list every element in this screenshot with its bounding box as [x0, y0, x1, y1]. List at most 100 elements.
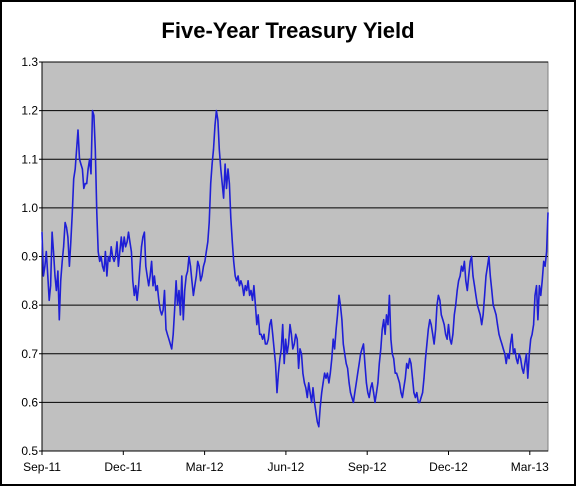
data-point: [187, 270, 189, 272]
data-point: [455, 304, 457, 306]
data-point: [210, 183, 212, 185]
data-point: [458, 280, 460, 282]
data-point: [515, 358, 517, 360]
data-point: [485, 275, 487, 277]
data-point: [295, 333, 297, 335]
data-point: [106, 275, 108, 277]
data-point: [50, 285, 52, 287]
data-point: [231, 241, 233, 243]
data-point: [126, 241, 128, 243]
data-point: [432, 333, 434, 335]
data-point: [158, 299, 160, 301]
data-point: [377, 382, 379, 384]
data-point: [119, 251, 121, 253]
data-point: [472, 275, 474, 277]
data-point: [521, 367, 523, 369]
data-point: [302, 372, 304, 374]
data-point: [217, 119, 219, 121]
data-point: [306, 396, 308, 399]
data-point: [243, 294, 245, 296]
data-point: [411, 377, 414, 379]
data-point: [129, 241, 131, 243]
data-point: [73, 178, 75, 180]
data-point: [446, 338, 448, 340]
data-point: [282, 324, 284, 326]
data-point: [90, 173, 92, 175]
data-point: [393, 358, 395, 360]
data-point: [463, 260, 465, 262]
data-point: [52, 251, 55, 253]
data-point: [324, 372, 326, 374]
data-point: [385, 314, 388, 316]
data-point: [277, 372, 279, 374]
data-point: [104, 251, 106, 253]
data-point: [492, 304, 494, 306]
data-point: [378, 362, 380, 365]
data-point: [55, 289, 58, 292]
data-point: [191, 280, 193, 282]
data-point: [361, 348, 363, 350]
data-point: [413, 392, 415, 394]
data-point: [110, 246, 112, 248]
data-point: [543, 260, 545, 262]
data-point: [534, 294, 536, 296]
data-point: [368, 396, 370, 399]
data-point: [318, 426, 320, 428]
data-point: [214, 124, 216, 126]
data-point: [78, 158, 81, 160]
data-point: [215, 110, 217, 112]
data-point: [250, 289, 252, 292]
data-point: [272, 333, 274, 335]
data-point: [225, 187, 228, 189]
data-point: [249, 294, 251, 296]
data-point: [260, 333, 262, 335]
data-point: [345, 362, 347, 365]
data-point: [319, 406, 321, 408]
data-point: [254, 304, 256, 306]
data-point: [234, 275, 236, 277]
data-point: [406, 362, 408, 365]
data-point: [339, 304, 341, 306]
data-point: [156, 285, 158, 287]
data-point: [375, 392, 378, 394]
data-point: [452, 333, 454, 335]
data-point: [358, 362, 360, 365]
data-point: [414, 396, 416, 399]
x-tick-label: Mar-13: [511, 460, 549, 474]
data-point: [259, 333, 261, 335]
data-point: [344, 353, 346, 355]
data-point: [355, 382, 357, 384]
data-point: [244, 285, 246, 287]
data-point: [181, 275, 183, 277]
y-tick-label: 0.9: [21, 250, 38, 264]
data-point: [246, 289, 248, 292]
data-point: [520, 358, 522, 360]
data-point: [478, 309, 480, 311]
data-point: [514, 348, 516, 350]
data-point: [364, 362, 366, 365]
data-point: [166, 333, 168, 335]
y-tick-label: 0.8: [21, 298, 38, 312]
data-point: [488, 255, 490, 258]
data-point: [116, 241, 118, 243]
data-point: [535, 285, 538, 287]
data-point: [309, 392, 311, 394]
data-point: [172, 333, 174, 335]
data-point: [447, 324, 450, 326]
data-point: [387, 324, 389, 326]
data-point: [381, 328, 383, 330]
y-axis-ticks: 0.5 0.6 0.7 0.8 0.9 1.0 1.1 1.2 1.3: [21, 55, 43, 458]
data-point: [240, 280, 242, 282]
data-point: [388, 294, 390, 296]
data-point: [175, 280, 177, 282]
data-point: [479, 314, 481, 316]
data-point: [273, 348, 275, 350]
data-point: [135, 285, 137, 287]
data-point: [336, 314, 339, 316]
data-point: [394, 372, 396, 374]
data-point: [99, 260, 101, 262]
data-point: [139, 265, 141, 267]
data-point: [312, 387, 314, 389]
data-point: [61, 260, 63, 262]
data-point: [484, 294, 486, 296]
